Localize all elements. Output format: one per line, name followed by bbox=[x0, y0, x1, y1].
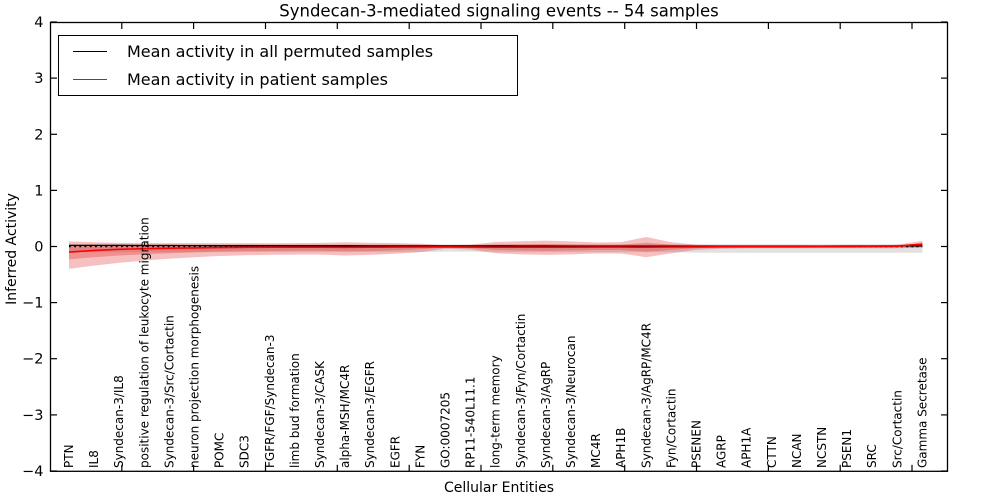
legend-label-patient: Mean activity in patient samples bbox=[127, 70, 388, 89]
x-category-label: Syndecan-3/AgRP/MC4R bbox=[639, 323, 653, 468]
x-category-label: APH1B bbox=[614, 428, 628, 468]
x-category-label: MC4R bbox=[589, 433, 603, 468]
x-category-label: Fyn/Cortactin bbox=[664, 388, 678, 468]
x-category-label: PTN bbox=[62, 444, 76, 468]
y-tick-label: −2 bbox=[22, 352, 43, 368]
x-category-label: Syndecan-3/CASK bbox=[313, 360, 327, 468]
x-category-label: EGFR bbox=[388, 436, 402, 468]
y-tick-label: 4 bbox=[34, 15, 43, 31]
y-tick-label: 1 bbox=[34, 183, 43, 199]
legend-item-patient: Mean activity in patient samples bbox=[59, 68, 517, 92]
x-category-label: FYN bbox=[413, 445, 427, 468]
x-category-label: NCAN bbox=[790, 433, 804, 468]
x-category-label: Syndecan-3/AgRP bbox=[539, 362, 553, 468]
y-tick-label: −1 bbox=[22, 296, 43, 312]
x-category-label: limb bud formation bbox=[288, 353, 302, 468]
x-category-label: FGFR/FGF/Syndecan-3 bbox=[263, 335, 277, 468]
legend-label-permuted: Mean activity in all permuted samples bbox=[127, 42, 434, 61]
legend-swatch-1 bbox=[73, 79, 107, 80]
x-category-label: PSENEN bbox=[690, 420, 704, 468]
y-tick-label: 0 bbox=[34, 240, 43, 256]
legend-item-permuted: Mean activity in all permuted samples bbox=[59, 40, 517, 64]
x-category-label: Syndecan-3/EGFR bbox=[363, 361, 377, 468]
y-axis-label: Inferred Activity bbox=[4, 193, 20, 305]
series-line-patient bbox=[68, 243, 923, 253]
x-category-label: Src/Cortactin bbox=[890, 390, 904, 468]
x-category-label: RP11-540L11.1 bbox=[464, 377, 478, 468]
y-tick-label: −3 bbox=[22, 408, 43, 424]
y-tick-label: −4 bbox=[22, 464, 43, 480]
legend: Mean activity in all permuted samples Me… bbox=[58, 35, 518, 96]
x-category-label: Syndecan-3/Neurocan bbox=[564, 336, 578, 468]
x-category-label: SRC bbox=[865, 444, 879, 468]
x-category-label: CTTN bbox=[765, 436, 779, 468]
x-category-label: Syndecan-3/IL8 bbox=[112, 375, 126, 468]
x-category-label: AGRP bbox=[715, 435, 729, 468]
x-category-label: PSEN1 bbox=[840, 429, 854, 468]
y-tick-label: 2 bbox=[34, 127, 43, 143]
x-category-label: POMC bbox=[213, 433, 227, 468]
x-category-label: Syndecan-3/Fyn/Cortactin bbox=[514, 314, 528, 468]
x-category-label: NCSTN bbox=[815, 427, 829, 468]
x-category-label: neuron projection morphogenesis bbox=[188, 266, 202, 468]
x-category-label: positive regulation of leukocyte migrati… bbox=[137, 217, 151, 468]
x-category-label: Syndecan-3/Src/Cortactin bbox=[162, 315, 176, 468]
x-category-label: IL8 bbox=[87, 450, 101, 468]
x-category-label: SDC3 bbox=[238, 435, 252, 468]
x-category-label: Gamma Secretase bbox=[915, 357, 929, 468]
y-tick-label: 3 bbox=[34, 71, 43, 87]
x-axis-label: Cellular Entities bbox=[443, 480, 555, 496]
legend-swatch-0 bbox=[73, 51, 107, 52]
x-category-label: APH1A bbox=[740, 427, 754, 468]
x-category-label: alpha-MSH/MC4R bbox=[338, 365, 352, 468]
band-patient-outer bbox=[69, 237, 923, 269]
x-category-label: long-term memory bbox=[489, 355, 503, 468]
chart-title: Syndecan-3-mediated signaling events -- … bbox=[279, 1, 719, 21]
x-category-label: GO:0007205 bbox=[439, 392, 453, 468]
